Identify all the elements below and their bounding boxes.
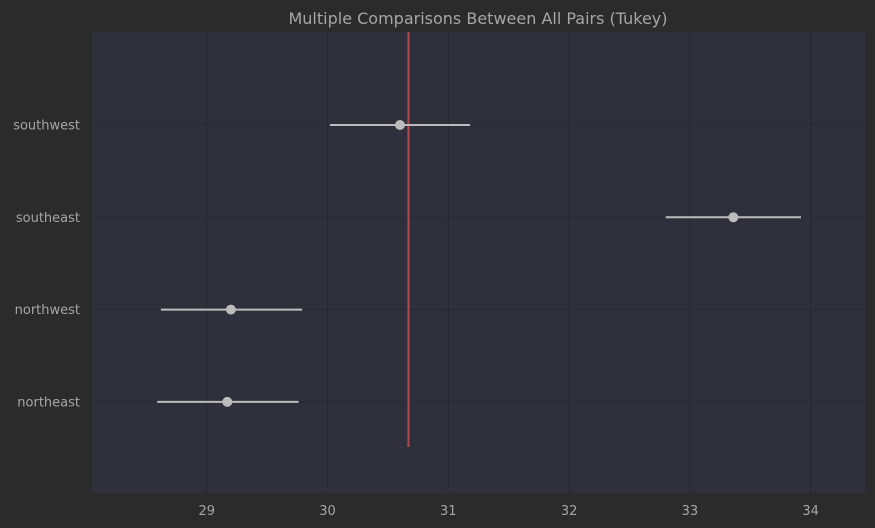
plot-area bbox=[92, 32, 865, 493]
chart-title: Multiple Comparisons Between All Pairs (… bbox=[288, 9, 667, 28]
grid-layer bbox=[92, 32, 865, 493]
mean-point-southeast bbox=[728, 212, 739, 223]
mean-point-southwest bbox=[394, 120, 405, 130]
y-tick-labels: southwest southeast northwest northeast bbox=[13, 119, 80, 411]
x-tick-labels: 29 30 31 32 33 34 bbox=[198, 504, 818, 519]
x-tick-label-32: 32 bbox=[561, 504, 578, 519]
x-tick-label-30: 30 bbox=[319, 504, 336, 519]
x-tick-label-33: 33 bbox=[682, 504, 699, 519]
x-tick-label-29: 29 bbox=[198, 504, 215, 519]
mean-point-northeast bbox=[222, 396, 233, 407]
y-tick-label-northeast: northeast bbox=[17, 395, 80, 410]
x-tick-label-34: 34 bbox=[802, 504, 819, 519]
y-tick-label-southeast: southeast bbox=[16, 211, 80, 226]
y-tick-label-northwest: northwest bbox=[15, 303, 80, 318]
marks-layer bbox=[157, 120, 801, 407]
mean-point-northwest bbox=[225, 304, 236, 315]
x-tick-label-31: 31 bbox=[440, 504, 457, 519]
y-tick-label-southwest: southwest bbox=[13, 119, 80, 134]
